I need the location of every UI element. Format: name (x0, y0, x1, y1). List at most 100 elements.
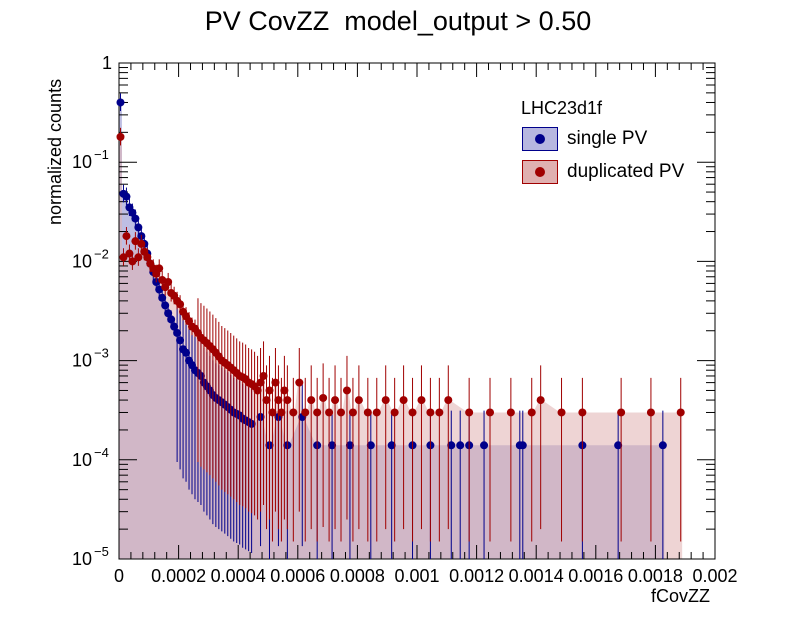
data-point-single-pv (456, 441, 465, 450)
data-point-duplicated-pv (277, 408, 286, 417)
data-point-single-pv (164, 309, 173, 318)
x-tick-label: 0.0002 (151, 566, 206, 586)
data-point-duplicated-pv (122, 232, 131, 241)
data-point-single-pv (173, 328, 182, 337)
histogram-fill-duplicated-pv (119, 136, 683, 560)
data-point-duplicated-pv (465, 408, 474, 417)
data-point-duplicated-pv (125, 249, 134, 258)
x-tick-label: 0.0014 (509, 566, 564, 586)
x-tick-label: 0.0008 (330, 566, 385, 586)
y-tick-label: 10 (72, 351, 92, 371)
data-point-duplicated-pv (271, 378, 280, 387)
data-point-duplicated-pv (131, 237, 140, 246)
data-point-duplicated-pv (134, 253, 143, 262)
data-point-duplicated-pv (426, 408, 435, 417)
data-point-duplicated-pv (116, 132, 125, 141)
y-tick-label: 10 (72, 549, 92, 569)
data-point-duplicated-pv (348, 408, 357, 417)
data-point-single-pv (480, 441, 489, 450)
data-point-single-pv (158, 293, 167, 302)
data-point-single-pv (161, 301, 170, 310)
data-point-duplicated-pv (262, 396, 271, 405)
data-point-duplicated-pv (506, 408, 515, 417)
data-point-duplicated-pv (408, 408, 417, 417)
legend-item-single-pv: single PV (522, 127, 722, 152)
x-tick-label: 0 (114, 566, 124, 586)
x-tick-label: 0.0004 (211, 566, 266, 586)
data-point-duplicated-pv (381, 396, 390, 405)
data-point-duplicated-pv (295, 378, 304, 387)
y-tick-exponent: −1 (94, 147, 109, 162)
data-point-duplicated-pv (307, 396, 316, 405)
data-point-duplicated-pv (557, 408, 566, 417)
data-point-duplicated-pv (536, 396, 545, 405)
data-point-duplicated-pv (283, 396, 292, 405)
data-point-duplicated-pv (268, 408, 277, 417)
data-point-single-pv (182, 348, 191, 357)
x-axis-label: fCovZZ (651, 586, 711, 606)
data-point-duplicated-pv (417, 396, 426, 405)
data-point-single-pv (614, 441, 623, 450)
chart-title: PV CovZZ model_output > 0.50 (204, 6, 592, 36)
data-point-duplicated-pv (617, 408, 626, 417)
data-point-duplicated-pv (354, 396, 363, 405)
legend-marker-single-pv (535, 134, 545, 144)
x-tick-label: 0.0018 (628, 566, 683, 586)
data-point-single-pv (447, 441, 456, 450)
data-point-duplicated-pv (363, 408, 372, 417)
data-point-single-pv (658, 441, 667, 450)
data-point-duplicated-pv (372, 408, 381, 417)
y-tick-label: 10 (72, 251, 92, 271)
data-point-single-pv (170, 322, 179, 331)
data-point-duplicated-pv (176, 300, 185, 309)
data-point-duplicated-pv (313, 408, 322, 417)
x-tick-label: 0.001 (394, 566, 439, 586)
data-point-duplicated-pv (265, 386, 274, 395)
data-point-duplicated-pv (164, 277, 173, 286)
data-point-single-pv (366, 441, 375, 450)
data-point-duplicated-pv (325, 408, 334, 417)
data-point-duplicated-pv (337, 408, 346, 417)
data-point-single-pv (328, 441, 337, 450)
data-point-single-pv (116, 98, 125, 107)
data-point-duplicated-pv (342, 386, 351, 395)
data-point-single-pv (345, 441, 354, 450)
legend-marker-duplicated-pv (535, 167, 545, 177)
data-point-duplicated-pv (155, 264, 164, 273)
data-point-single-pv (167, 315, 176, 324)
legend-item-duplicated-pv: duplicated PV (522, 160, 722, 185)
data-point-duplicated-pv (399, 396, 408, 405)
x-tick-label: 0.0016 (568, 566, 623, 586)
y-tick-exponent: −5 (94, 544, 109, 559)
data-point-duplicated-pv (119, 253, 128, 262)
y-axis-label: normalized counts (45, 78, 65, 225)
data-point-single-pv (131, 214, 140, 223)
data-point-duplicated-pv (301, 408, 310, 417)
data-point-duplicated-pv (128, 257, 137, 266)
x-tick-label: 0.002 (692, 566, 737, 586)
data-point-duplicated-pv (527, 408, 536, 417)
data-point-single-pv (128, 208, 137, 217)
data-point-duplicated-pv (676, 408, 685, 417)
y-tick-label: 1 (102, 53, 112, 73)
data-point-duplicated-pv (253, 386, 262, 395)
data-point-duplicated-pv (486, 408, 495, 417)
y-tick-label: 10 (72, 152, 92, 172)
data-point-duplicated-pv (259, 371, 268, 380)
y-tick-exponent: −3 (94, 346, 109, 361)
data-point-single-pv (122, 192, 131, 201)
data-point-duplicated-pv (289, 408, 298, 417)
y-tick-exponent: −2 (94, 246, 109, 261)
data-point-duplicated-pv (137, 239, 146, 248)
data-point-single-pv (134, 223, 143, 232)
x-tick-label: 0.0006 (270, 566, 325, 586)
data-point-duplicated-pv (435, 408, 444, 417)
x-tick-label: 0.0012 (449, 566, 504, 586)
y-tick-exponent: −4 (94, 445, 109, 460)
data-point-duplicated-pv (319, 393, 328, 402)
data-point-duplicated-pv (280, 386, 289, 395)
data-point-single-pv (518, 441, 527, 450)
data-point-single-pv (387, 441, 396, 450)
legend-label-single-pv: single PV (567, 128, 648, 149)
